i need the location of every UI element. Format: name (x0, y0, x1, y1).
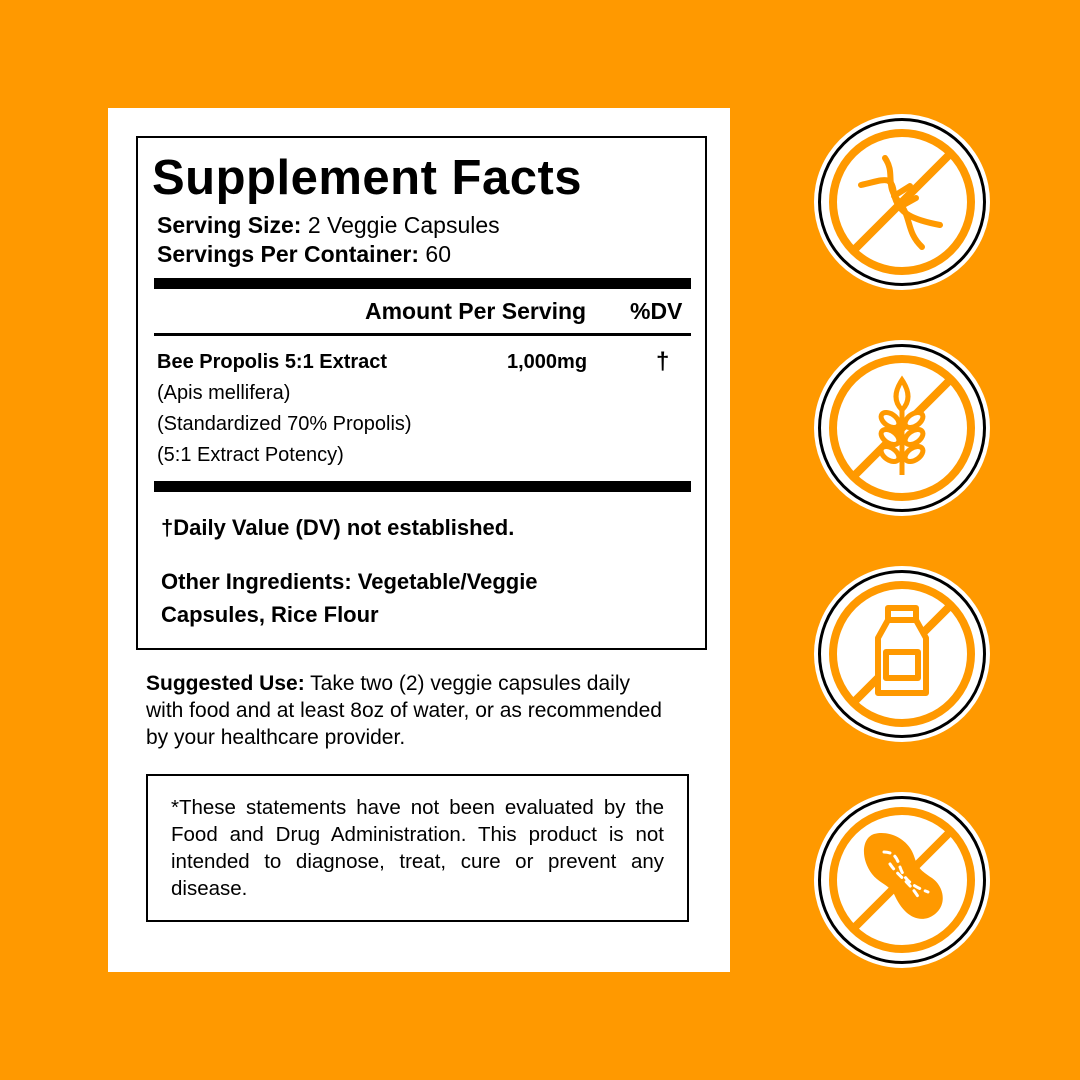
facts-title: Supplement Facts (152, 151, 583, 205)
servings-label: Servings Per Container: (157, 241, 420, 267)
ingredient-dv: † (656, 348, 670, 375)
label-panel: Supplement Facts Serving Size: 2 Veggie … (108, 108, 730, 972)
servings-per-container: Servings Per Container: 60 (157, 241, 451, 268)
serving-size: Serving Size: 2 Veggie Capsules (157, 212, 500, 239)
thick-divider (154, 481, 691, 492)
ingredient-detail: (Apis mellifera) (157, 382, 291, 404)
thin-divider (154, 333, 691, 336)
other-ingredients-cont: Capsules, Rice Flour (161, 602, 379, 627)
thick-divider (154, 278, 691, 289)
other-ingredients: Other Ingredients: Vegetable/Veggie (161, 569, 538, 594)
supplement-facts-box: Supplement Facts Serving Size: 2 Veggie … (136, 136, 707, 650)
dv-note: †Daily Value (DV) not established. (161, 515, 515, 540)
no-gluten-badge (814, 340, 990, 516)
ingredient-detail: (Standardized 70% Propolis) (157, 413, 412, 435)
amount-per-serving-header: Amount Per Serving (365, 298, 587, 324)
no-gluten-icon (829, 355, 975, 501)
suggested-use-label: Suggested Use: (146, 672, 305, 695)
suggested-use: Suggested Use: Take two (2) veggie capsu… (146, 670, 666, 751)
suggested-use-text: Take two (2) veggie capsules daily with … (146, 672, 662, 749)
serving-size-label: Serving Size: (157, 212, 302, 238)
fda-disclaimer: *These statements have not been evaluate… (146, 774, 689, 922)
ingredient-amount: 1,000mg (507, 351, 588, 373)
servings-value: 60 (419, 241, 452, 267)
ingredient-detail: (5:1 Extract Potency) (157, 444, 344, 466)
dv-header: %DV (630, 298, 683, 324)
serving-size-value: 2 Veggie Capsules (301, 212, 500, 238)
no-dairy-badge (814, 566, 990, 742)
no-gmo-badge (814, 114, 990, 290)
no-gmo-icon (829, 129, 975, 275)
no-peanut-icon (829, 807, 975, 953)
no-dairy-icon (829, 581, 975, 727)
no-peanut-badge (814, 792, 990, 968)
ingredient-name: Bee Propolis 5:1 Extract (157, 351, 388, 373)
